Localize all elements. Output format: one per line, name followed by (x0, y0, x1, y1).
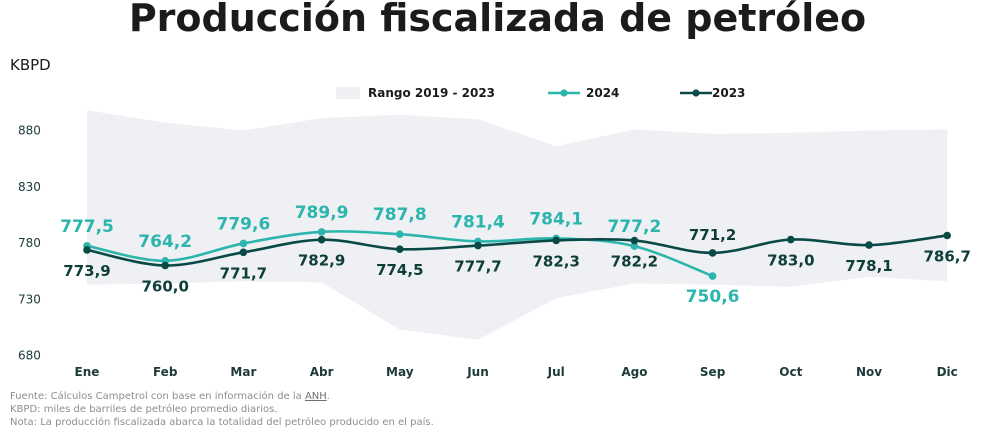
point-2023 (317, 235, 326, 244)
x-tick-label: Nov (856, 365, 882, 379)
anh-link[interactable]: ANH (304, 391, 327, 402)
x-tick-label: Oct (779, 365, 802, 379)
point-2023 (865, 241, 873, 249)
data-label-2023: 782,3 (532, 252, 579, 270)
point-2023 (630, 236, 639, 245)
legend-label-2024: 2024 (586, 86, 619, 100)
x-tick-label: Jun (466, 365, 489, 379)
legend-range-swatch (336, 87, 360, 99)
data-label-2023: 782,9 (298, 252, 345, 270)
y-tick-label: 830 (18, 180, 41, 194)
data-label-2023: 777,7 (454, 258, 501, 276)
data-label-2024: 787,8 (373, 205, 427, 225)
point-2023 (474, 241, 482, 250)
data-label-2024: 777,2 (608, 217, 662, 237)
data-label-2023: 760,0 (141, 278, 188, 296)
data-label-2024: 784,1 (529, 209, 583, 229)
point-2024 (708, 272, 717, 280)
point-2023 (708, 249, 717, 257)
point-2023 (787, 235, 795, 244)
legend-range-label: Rango 2019 - 2023 (368, 86, 495, 100)
y-tick-label: 680 (18, 349, 41, 363)
point-2023 (83, 246, 91, 254)
point-2023 (552, 236, 560, 245)
point-2024 (396, 230, 404, 238)
data-label-2023: 771,7 (220, 264, 267, 282)
point-2024 (317, 228, 326, 236)
data-label-2024: 781,4 (451, 212, 505, 232)
legend-marker-2024 (560, 89, 568, 97)
data-label-2023: 773,9 (63, 262, 110, 280)
x-tick-label: Abr (310, 365, 334, 379)
point-2023 (943, 231, 951, 240)
y-tick-label: 880 (18, 124, 41, 138)
range-band-2019-2023 (87, 110, 948, 340)
point-2023 (239, 248, 248, 257)
data-label-2023: 783,0 (767, 252, 814, 270)
data-label-2024: 789,9 (295, 203, 349, 223)
legend-marker-2023 (692, 89, 700, 97)
x-tick-label: Ene (75, 365, 100, 379)
y-axis-unit-label: KBPD (10, 56, 51, 74)
data-label-2023: 786,7 (923, 248, 970, 266)
point-2023 (161, 261, 169, 270)
data-label-2023: 774,5 (376, 261, 423, 279)
x-tick-label: Ago (621, 365, 647, 379)
data-label-2024: 777,5 (60, 217, 114, 237)
point-2024 (630, 242, 639, 250)
footnote-kbpd: KBPD: miles de barriles de petróleo prom… (10, 404, 278, 415)
data-label-2024: 779,6 (217, 214, 271, 234)
data-label-2024: 750,6 (686, 287, 740, 307)
x-tick-label: Feb (153, 365, 178, 379)
series-line-2023 (85, 234, 949, 267)
x-tick-label: Mar (230, 365, 256, 379)
y-tick-label: 780 (18, 236, 41, 250)
data-label-2024: 764,2 (138, 232, 192, 252)
legend-label-2023: 2023 (712, 86, 745, 100)
y-tick-label: 730 (18, 292, 41, 306)
footnote-source: Fuente: Cálculos Campetrol con base en i… (10, 391, 330, 402)
x-tick-label: Dic (937, 365, 958, 379)
x-tick-label: Sep (700, 365, 726, 379)
chart-title: Producción fiscalizada de petróleo (128, 0, 867, 40)
point-2023 (396, 245, 404, 253)
x-tick-label: Jul (547, 365, 565, 379)
footnote-note: Nota: La producción fiscalizada abarca l… (10, 417, 434, 428)
point-2024 (239, 239, 248, 248)
data-label-2023: 771,2 (689, 226, 736, 244)
x-tick-label: May (386, 365, 414, 379)
footnotes: Fuente: Cálculos Campetrol con base en i… (10, 390, 434, 429)
data-label-2023: 782,2 (611, 253, 658, 271)
data-label-2023: 778,1 (845, 257, 892, 275)
